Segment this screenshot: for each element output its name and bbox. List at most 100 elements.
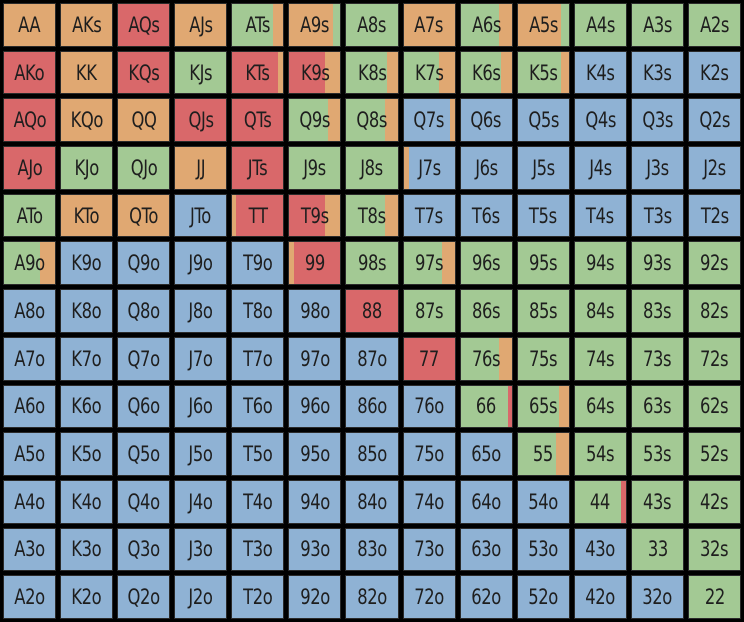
cell-fill-segment: [631, 480, 683, 523]
hand-cell: 66: [459, 384, 513, 429]
hand-cell: K8s: [345, 50, 399, 95]
cell-fill-segment: [118, 242, 170, 285]
cell-fill-segment: [232, 147, 284, 189]
hand-cell: 32o: [630, 575, 684, 619]
hand-cell: Q9s: [288, 98, 342, 143]
hand-cell: A8o: [3, 289, 57, 333]
hand-label: 97o: [300, 346, 330, 371]
cell-fill-segment: [4, 51, 56, 94]
cell-fill-segment: [688, 99, 740, 142]
cell-fill-segment: [688, 433, 740, 475]
cell-fill-segment: [61, 433, 113, 475]
cell-fill-segment: [273, 4, 284, 46]
cell-fill-segment: [61, 242, 113, 285]
cell-fill-segment: [346, 4, 398, 46]
cell-fill-segment: [289, 147, 341, 189]
hand-cell: 99: [288, 241, 342, 286]
hand-cell: 94s: [573, 241, 627, 286]
cell-fill-segment: [118, 433, 170, 475]
cell-fill-segment: [688, 385, 740, 428]
hand-label: 66: [476, 394, 497, 419]
hand-label: 65s: [529, 394, 558, 419]
hand-cell: 82s: [687, 289, 741, 333]
hand-cell: 94o: [288, 479, 342, 524]
hand-cell: KTo: [60, 193, 114, 238]
hand-cell: T4s: [573, 193, 627, 238]
hand-label: K8s: [357, 60, 387, 85]
hand-cell: A3o: [3, 527, 57, 572]
cell-fill-segment: [631, 242, 683, 285]
cell-fill-segment: [175, 576, 227, 618]
cell-fill-segment: [403, 528, 455, 571]
cell-fill-segment: [346, 99, 385, 142]
hand-label: 87s: [414, 298, 444, 323]
hand-cell: 72o: [402, 575, 456, 619]
cell-fill-segment: [346, 480, 398, 523]
hand-label: Q5o: [127, 442, 161, 467]
hand-label: Q8s: [356, 108, 388, 133]
hand-label: A3o: [14, 537, 45, 562]
hand-cell: 52s: [687, 432, 741, 476]
cell-fill-segment: [325, 51, 341, 94]
hand-label: A8s: [357, 12, 387, 37]
hand-cell: J4o: [174, 479, 228, 524]
hand-cell: 96s: [459, 241, 513, 286]
cell-fill-segment: [346, 242, 398, 285]
hand-cell: Q8o: [117, 289, 171, 333]
hand-label: 93o: [300, 537, 330, 562]
cell-fill-segment: [517, 337, 569, 380]
hand-label: K7s: [414, 60, 444, 85]
hand-cell: KJs: [174, 50, 228, 95]
hand-label: 73s: [643, 346, 672, 371]
cell-fill-segment: [460, 576, 512, 618]
hand-cell: K7o: [60, 336, 114, 381]
cell-fill-segment: [175, 528, 227, 571]
hand-cell: T6s: [459, 193, 513, 238]
cell-fill-segment: [517, 385, 559, 428]
cell-fill-segment: [517, 290, 569, 332]
hand-label: KTs: [245, 60, 271, 85]
hand-label: 83o: [357, 537, 387, 562]
cell-fill-segment: [232, 528, 284, 571]
cell-fill-segment: [175, 290, 227, 332]
cell-fill-segment: [574, 385, 626, 428]
cell-fill-segment: [574, 51, 626, 94]
hand-label: T5o: [243, 442, 273, 467]
cell-fill-segment: [517, 433, 556, 475]
hand-cell: 33: [630, 527, 684, 572]
hand-label: 88: [361, 298, 383, 323]
hand-cell: 54o: [516, 479, 570, 524]
cell-fill-segment: [118, 147, 170, 189]
hand-cell: A9s: [288, 3, 342, 47]
hand-cell: Q5s: [516, 98, 570, 143]
hand-label: KTo: [73, 203, 100, 228]
hand-label: ATo: [16, 203, 43, 228]
cell-fill-segment: [460, 99, 512, 142]
hand-cell: A8s: [345, 3, 399, 47]
hand-label: 95o: [300, 442, 330, 467]
hand-label: 44: [590, 489, 611, 514]
hand-cell: K6s: [459, 50, 513, 95]
cell-fill-segment: [232, 433, 284, 475]
cell-fill-segment: [118, 480, 170, 523]
hand-label: 84s: [586, 298, 615, 323]
cell-fill-segment: [631, 576, 683, 618]
cell-fill-segment: [175, 480, 227, 523]
hand-label: T6o: [243, 394, 273, 419]
cell-fill-segment: [61, 576, 113, 618]
hand-label: T3s: [643, 203, 672, 228]
cell-fill-segment: [118, 4, 170, 46]
hand-label: J5o: [188, 442, 213, 467]
hand-cell: 62o: [459, 575, 513, 619]
hand-cell: Q8s: [345, 98, 399, 143]
hand-label: 52s: [700, 442, 729, 467]
cell-fill-segment: [574, 528, 626, 571]
hand-label: J6s: [474, 155, 498, 180]
hand-label: KQo: [70, 108, 103, 133]
hand-cell: 76s: [459, 336, 513, 381]
cell-fill-segment: [4, 480, 56, 523]
cell-fill-segment: [232, 290, 284, 332]
hand-cell: T8s: [345, 193, 399, 238]
hand-label: 94o: [300, 489, 330, 514]
hand-cell: Q3s: [630, 98, 684, 143]
